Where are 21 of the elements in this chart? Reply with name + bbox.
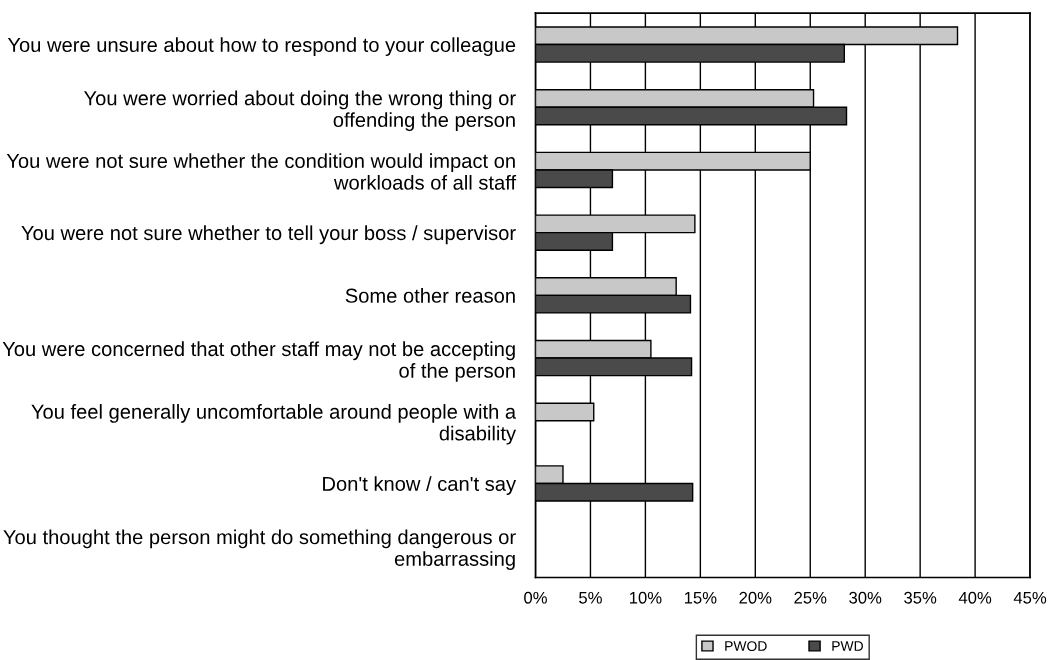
x-tick-label: 30%	[849, 591, 882, 604]
y-tick-label: You thought the person might do something dangerous or embarrassing	[3, 529, 516, 570]
x-tick-label: 5%	[579, 591, 602, 604]
x-tick-label: 15%	[684, 591, 717, 604]
y-tick-label: You were not sure whether to tell your boss / supervisor	[21, 225, 516, 245]
y-tick-label: You feel generally uncomfortable around people with a disability	[31, 404, 517, 445]
x-tick-label: 45%	[1013, 591, 1047, 604]
x-tick-label: 25%	[794, 591, 827, 604]
y-tick-label: You were unsure about how to respond to your colleague	[7, 37, 516, 57]
y-tick-label: You were concerned that other staff may not be accepting of the person	[2, 341, 515, 382]
legend-label: PWOD	[725, 641, 767, 651]
x-tick-label: 35%	[904, 591, 937, 604]
x-tick-label: 20%	[739, 591, 772, 604]
y-tick-label: Some other reason	[345, 288, 515, 303]
y-tick-label: You were not sure whether the condition would impact on workloads of all staff	[6, 153, 517, 190]
legend-label: PWD	[832, 641, 863, 651]
x-tick-label: 40%	[958, 591, 992, 604]
x-tick-label: 0%	[524, 591, 547, 604]
y-tick-label: Don't know / can't say	[323, 476, 517, 495]
x-tick-label: 10%	[629, 591, 662, 604]
y-tick-label: You were worried about doing the wrong thing or offending the person	[84, 90, 516, 132]
